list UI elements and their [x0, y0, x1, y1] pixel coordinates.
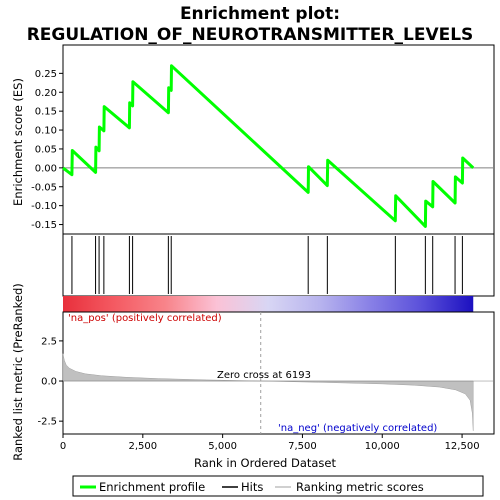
legend-enrichment-label: Enrichment profile — [99, 480, 205, 494]
colorbar-panel — [63, 296, 474, 312]
x-tick-label: 12,500 — [445, 441, 480, 452]
zero-cross-label: Zero cross at 6193 — [217, 370, 311, 381]
pos-correlated-label: 'na_pos' (positively correlated) — [68, 313, 222, 324]
es-ytick-label: 0.05 — [35, 144, 57, 155]
x-tick-label: 10,000 — [365, 441, 400, 452]
x-tick-label: 5,000 — [208, 441, 237, 452]
rank-panel: -2.5 0.0 2.5 0 2,500 5,000 7,500 10,000 12,500 — [37, 311, 495, 452]
legend-ranking-label: Ranking metric scores — [296, 480, 424, 494]
es-ytick-label: 0.15 — [35, 107, 57, 118]
es-ytick-label: 0.00 — [35, 163, 57, 174]
x-tick-label: 0 — [60, 441, 66, 452]
chart-title-line2: REGULATION_OF_NEUROTRANSMITTER_LEVELS — [27, 25, 474, 45]
es-plot-frame — [62, 44, 495, 235]
hits-panel — [62, 233, 495, 297]
rank-ytick-label: -2.5 — [37, 417, 57, 428]
es-ylabel: Enrichment score (ES) — [11, 78, 25, 206]
legend: Enrichment profile Hits Ranking metric s… — [72, 475, 484, 497]
chart-title-line1: Enrichment plot: — [180, 4, 340, 24]
es-ytick-label: 0.20 — [35, 88, 57, 99]
es-panel: -0.15 -0.10 -0.05 0.00 0.05 0.10 0.15 0.20 0.25 — [31, 44, 495, 235]
es-ytick-label: -0.05 — [31, 182, 57, 193]
x-tick-label: 7,500 — [288, 441, 317, 452]
rank-plot-frame — [62, 311, 495, 435]
enrichment-profile-line — [62, 64, 475, 228]
neg-correlated-label: 'na_neg' (negatively correlated) — [278, 423, 437, 434]
x-axis-label: Rank in Ordered Dataset — [194, 456, 337, 470]
rank-ylabel: Ranked list metric (PreRanked) — [11, 283, 25, 461]
hits-frame — [62, 233, 495, 297]
rank-ytick-label: 0.0 — [41, 377, 57, 388]
rank-ytick-label: 2.5 — [41, 336, 57, 347]
es-ytick-label: 0.25 — [35, 69, 57, 80]
ranking-colorbar — [63, 296, 474, 312]
es-ytick-label: -0.15 — [31, 220, 57, 231]
legend-hits-label: Hits — [241, 480, 263, 494]
legend-box — [72, 475, 484, 497]
x-tick-label: 2,500 — [128, 441, 157, 452]
es-ytick-label: 0.10 — [35, 126, 57, 137]
es-ytick-label: -0.10 — [31, 201, 57, 212]
